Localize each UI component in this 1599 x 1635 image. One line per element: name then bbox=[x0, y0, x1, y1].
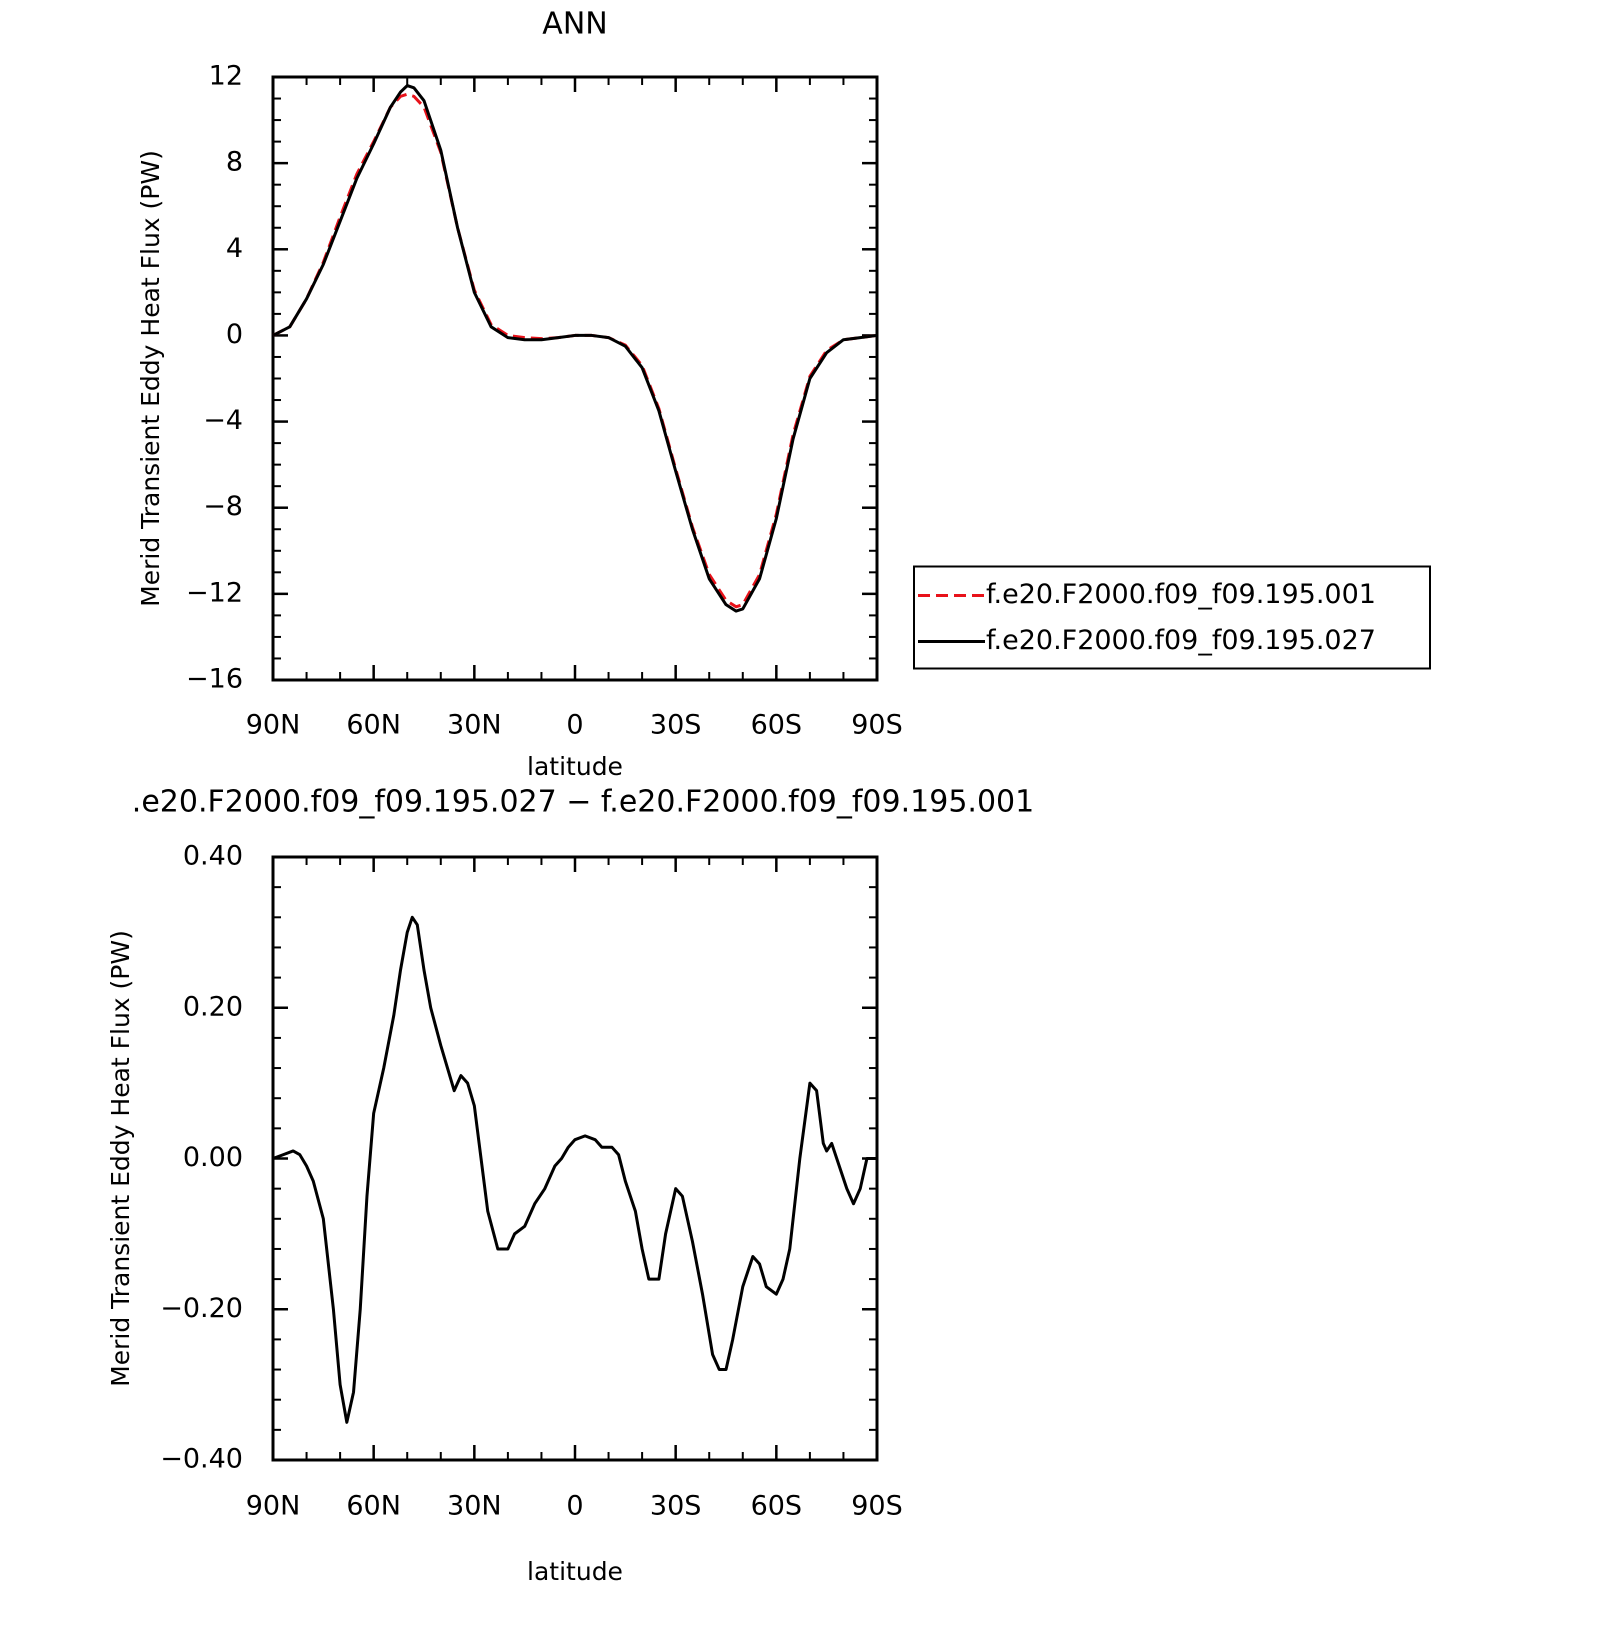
chart-title: ANN bbox=[542, 7, 607, 42]
data-line bbox=[272, 915, 877, 1424]
x-tick-label: 30S bbox=[650, 1491, 702, 1522]
y-tick-label: −4 bbox=[203, 405, 243, 436]
x-axis-title: latitude bbox=[527, 1557, 623, 1586]
x-tick-label: 90N bbox=[246, 710, 301, 741]
x-tick-label: 0 bbox=[566, 1491, 583, 1522]
data-line bbox=[272, 92, 878, 609]
y-tick-label: −0.40 bbox=[160, 1444, 243, 1475]
y-tick-label: −8 bbox=[203, 491, 243, 522]
plot-frame bbox=[271, 855, 879, 1462]
legend-label: f.e20.F2000.f09_f09.195.027 bbox=[986, 625, 1376, 656]
y-tick-label: 0.40 bbox=[183, 841, 243, 872]
legend-box bbox=[913, 565, 1431, 670]
y-tick-label: −12 bbox=[186, 577, 243, 608]
x-tick-label: 30N bbox=[447, 1491, 502, 1522]
x-tick-label: 60S bbox=[751, 1491, 803, 1522]
data-line bbox=[272, 84, 878, 613]
x-tick-label: 90S bbox=[851, 1491, 903, 1522]
y-tick-label: 0.00 bbox=[183, 1142, 243, 1173]
y-tick-label: −16 bbox=[186, 664, 243, 695]
x-tick-label: 30N bbox=[447, 710, 502, 741]
y-tick-label: 12 bbox=[209, 61, 243, 92]
x-tick-label: 90N bbox=[246, 1491, 301, 1522]
y-tick-label: 4 bbox=[226, 233, 243, 264]
x-tick-label: 60S bbox=[751, 710, 803, 741]
x-axis-title: latitude bbox=[527, 752, 623, 781]
x-tick-label: 30S bbox=[650, 710, 702, 741]
y-tick-label: 0 bbox=[226, 319, 243, 350]
x-tick-label: 60N bbox=[346, 710, 401, 741]
x-tick-label: 0 bbox=[566, 710, 583, 741]
x-tick-label: 90S bbox=[851, 710, 903, 741]
y-tick-label: 8 bbox=[226, 147, 243, 178]
x-tick-label: 60N bbox=[346, 1491, 401, 1522]
chart-title: .e20.F2000.f09_f09.195.027 − f.e20.F2000… bbox=[132, 785, 1034, 820]
y-tick-label: −0.20 bbox=[160, 1293, 243, 1324]
y-axis-title: Merid Transient Eddy Heat Flux (PW) bbox=[136, 150, 165, 607]
y-axis-title: Merid Transient Eddy Heat Flux (PW) bbox=[106, 930, 135, 1387]
y-tick-label: 0.20 bbox=[183, 991, 243, 1022]
legend-label: f.e20.F2000.f09_f09.195.001 bbox=[986, 579, 1376, 610]
